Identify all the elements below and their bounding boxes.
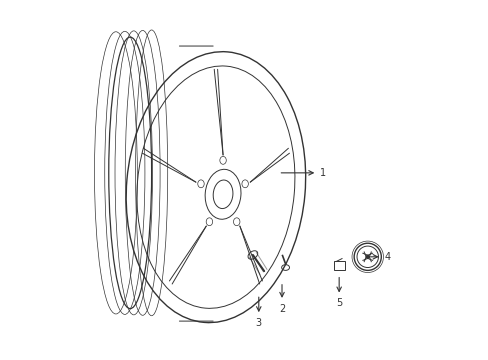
Text: 3: 3 bbox=[255, 297, 261, 328]
Text: 2: 2 bbox=[278, 285, 285, 314]
Text: 5: 5 bbox=[335, 278, 342, 308]
Circle shape bbox=[366, 255, 368, 258]
Text: 4: 4 bbox=[370, 252, 389, 262]
Text: 1: 1 bbox=[281, 168, 325, 178]
